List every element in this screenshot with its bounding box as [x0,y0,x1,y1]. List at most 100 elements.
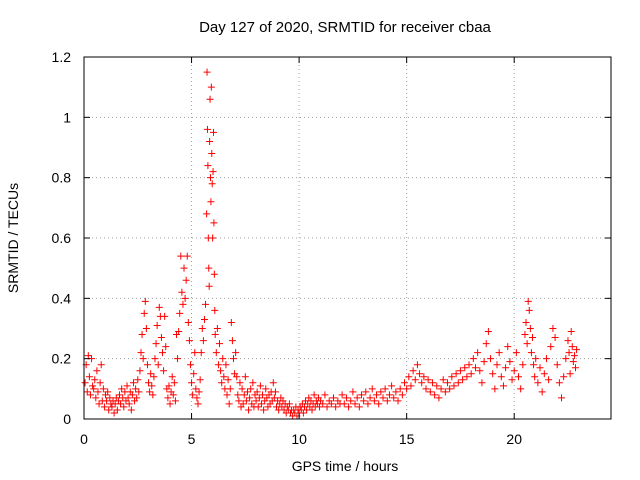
data-point [233,373,241,381]
data-point [211,331,219,339]
data-point [405,373,413,381]
data-point [493,361,501,369]
data-point [208,180,216,188]
data-point [463,373,471,381]
data-point [97,361,105,369]
data-point [192,385,200,393]
data-point [342,394,350,402]
data-point [152,340,160,348]
data-point [562,355,570,363]
data-point [120,403,128,411]
data-point [143,361,151,369]
data-point [195,388,203,396]
data-point [151,355,159,363]
data-point [90,385,98,393]
data-point [214,361,222,369]
data-point [310,391,318,399]
data-point [573,346,581,354]
data-point [523,340,531,348]
data-point [186,361,194,369]
data-point [191,349,199,357]
data-point [256,382,264,390]
data-point [213,325,221,332]
data-point [223,391,231,399]
data-point [316,403,324,411]
data-point [567,328,575,336]
data-point [565,349,573,357]
data-point [362,388,370,396]
data-point [242,397,250,405]
data-point [551,334,559,342]
data-point [254,403,262,411]
data-point [252,397,260,405]
data-point [545,376,553,384]
x-tick-label: 20 [506,431,522,447]
data-point [403,385,411,393]
data-point [188,379,196,387]
data-point [177,252,185,260]
data-point [200,315,208,323]
data-point [506,358,514,366]
data-point [489,370,497,378]
y-axis-ticks: 0 0.2 0.4 0.6 0.8 1 1.2 [52,49,611,427]
data-point [456,367,464,375]
data-point [239,400,247,408]
data-point [142,325,150,332]
data-point [531,373,539,381]
data-point [262,385,270,393]
data-point [366,394,374,402]
data-point [238,385,246,393]
data-point [171,397,179,405]
data-point [527,349,535,357]
data-point [508,376,516,384]
data-point [210,270,218,278]
data-point [338,391,346,399]
data-point [182,276,190,284]
data-point [153,321,161,329]
data-point [127,406,135,414]
data-point [94,388,102,396]
data-point [236,379,244,387]
chart-title: Day 127 of 2020, SRMTID for receiver cba… [199,19,491,36]
data-point [467,370,475,378]
data-point [229,355,237,363]
data-point [210,219,218,227]
data-point [104,388,112,396]
data-point [129,379,137,387]
data-point [216,340,224,348]
data-point [504,343,512,351]
data-point [379,394,387,402]
data-point [154,361,162,369]
data-point [411,376,419,384]
data-point [155,303,163,311]
data-point [132,385,140,393]
data-point [390,394,398,402]
data-point [85,373,93,381]
data-point [115,391,123,399]
x-axis-label: GPS time / hours [292,458,399,474]
data-point [480,358,488,366]
data-point [95,400,103,408]
data-point [396,385,404,393]
data-point [299,409,307,417]
data-point [203,210,211,218]
data-point [206,174,214,182]
data-point [547,343,555,351]
data-point [452,370,460,378]
data-point [340,400,348,408]
data-point [370,397,378,405]
data-point [150,373,158,381]
data-point [560,373,568,381]
data-point [471,364,479,372]
data-point [198,325,206,332]
data-point [407,382,415,390]
data-point [426,388,434,396]
data-point [351,400,359,408]
data-point [424,376,432,384]
data-point [549,325,557,332]
data-point [255,394,263,402]
data-point [345,403,353,411]
data-point [105,406,113,414]
y-tick-label: 0.4 [52,290,72,306]
y-tick-label: 1.2 [52,49,72,65]
